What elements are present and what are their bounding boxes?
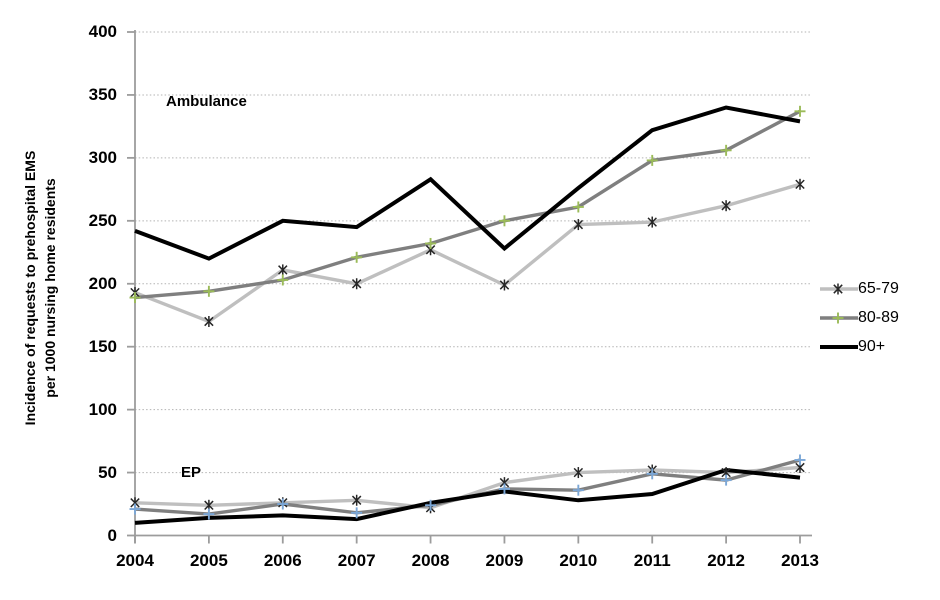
y-tick-label-100: 100 — [88, 399, 117, 419]
marker-ep-65-79-2010 — [573, 467, 584, 478]
marker-ep-65-79-2009 — [499, 477, 510, 488]
marker-amb-65-79-2008 — [425, 245, 436, 255]
y-tick-label-400: 400 — [88, 22, 117, 41]
legend: 65-79 80-89 90+ — [820, 279, 938, 366]
marker-amb-65-79-2011 — [647, 217, 657, 227]
legend-label-80-89: 80-89 — [858, 309, 899, 326]
y-tick-label-300: 300 — [88, 147, 117, 167]
x-tick-label-2007: 2007 — [337, 551, 376, 570]
y-tick-label-200: 200 — [88, 273, 117, 293]
series-line-amb-65-79 — [134, 182, 801, 324]
legend-item-80-89: 80-89 — [820, 308, 938, 328]
annotation-ep: EP — [181, 464, 202, 481]
series-line-amb-90plus — [134, 105, 801, 261]
legend-item-65-79: 65-79 — [820, 279, 938, 299]
x-tick-label-2008: 2008 — [411, 551, 450, 570]
marker-ep-65-79-2005 — [204, 500, 214, 511]
y-tick-label-250: 250 — [88, 210, 117, 230]
marker-amb-65-79-2009 — [499, 280, 510, 290]
annotation-ambulance: Ambulance — [166, 93, 247, 110]
x-tick-label-2010: 2010 — [559, 551, 598, 570]
y-axis-title-line1: Incidence of requests to prehospital EMS — [22, 150, 38, 426]
legend-label-90plus: 90+ — [858, 338, 886, 355]
x-tick-label-2009: 2009 — [485, 551, 524, 570]
y-tick-label-50: 50 — [98, 462, 117, 482]
legend-item-90plus: 90+ — [820, 337, 938, 357]
marker-amb-65-79-2005 — [204, 316, 214, 327]
marker-ep-65-79-2012 — [721, 467, 731, 478]
marker-ep-65-79-2004 — [130, 498, 140, 508]
marker-amb-65-79-2006 — [278, 265, 288, 275]
legend-swatch-90plus — [820, 345, 858, 349]
series-line-ep-90plus — [134, 467, 801, 525]
marker-amb-65-79-2007 — [351, 279, 362, 289]
series-line-ep-65-79 — [134, 465, 801, 510]
x-tick-label-2004: 2004 — [116, 551, 154, 570]
series-line-amb-80-89 — [134, 109, 801, 300]
x-tick-label-2013: 2013 — [781, 551, 819, 570]
y-tick-label-0: 0 — [107, 525, 117, 545]
legend-label-65-79: 65-79 — [858, 280, 899, 297]
x-tick-label-2006: 2006 — [263, 551, 302, 570]
marker-amb-65-79-2010 — [573, 219, 584, 230]
legend-line-amb-65-79 — [833, 284, 843, 294]
marker-amb-65-79-2012 — [721, 200, 731, 211]
x-tick-label-2011: 2011 — [633, 551, 671, 570]
y-tick-label-150: 150 — [88, 336, 117, 356]
x-tick-label-2005: 2005 — [189, 551, 228, 570]
marker-amb-65-79-2013 — [795, 179, 805, 190]
y-tick-label-350: 350 — [88, 84, 117, 104]
legend-swatch-80-89 — [820, 312, 858, 324]
marker-ep-65-79-2007 — [351, 495, 362, 505]
x-tick-label-2012: 2012 — [707, 551, 746, 570]
marker-ep-65-79-2013 — [795, 462, 805, 473]
legend-swatch-65-79 — [820, 283, 858, 295]
